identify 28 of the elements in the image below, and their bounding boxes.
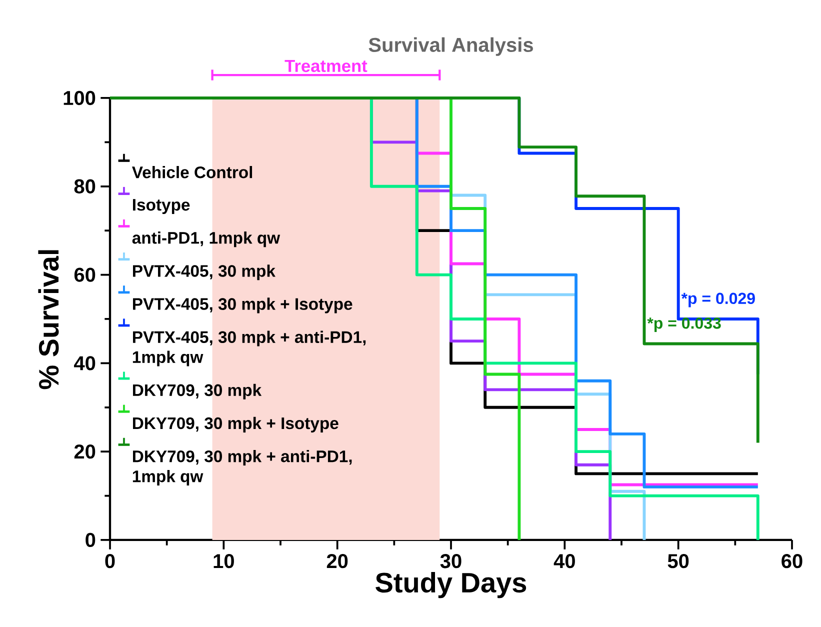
annotation: *p = 0.029 — [681, 292, 755, 308]
y-tick-label: 20 — [74, 444, 96, 459]
chart-title: Survival Analysis — [368, 37, 533, 56]
x-axis-title: Study Days — [376, 572, 526, 598]
x-tick-label: 20 — [326, 554, 348, 568]
annotation: *p = 0.033 — [647, 317, 721, 332]
y-axis-title: % Survival — [38, 250, 59, 390]
x-tick-label: 40 — [554, 554, 575, 568]
legend-label: anti-PD1, 1mpk qw — [132, 232, 280, 248]
x-tick-label: 50 — [668, 554, 689, 568]
legend-label: Isotype — [133, 199, 190, 214]
y-tick-label: 100 — [64, 90, 96, 106]
legend-label: PVTX-405, 30 mpk + Isotype — [133, 298, 352, 314]
legend-label: PVTX-405, 30 mpk + anti-PD1, 1mpk qw — [132, 330, 366, 366]
legend-label: DKY709, 30 mpk — [133, 384, 262, 400]
y-tick-label: 0 — [86, 532, 96, 548]
y-tick-label: 80 — [74, 179, 96, 194]
x-tick-label: 0 — [105, 554, 115, 568]
band-label: Treatment — [284, 60, 368, 72]
y-tick-label: 40 — [74, 356, 96, 370]
x-tick-label: 30 — [440, 554, 462, 568]
legend-label: PVTX-405, 30 mpk — [133, 264, 276, 280]
x-tick-label: 60 — [782, 554, 802, 568]
legend-label: DKY709, 30 mpk + Isotype — [133, 416, 338, 432]
legend-label: Vehicle Control — [132, 166, 252, 178]
x-tick-label: 10 — [214, 554, 234, 568]
legend-label: DKY709, 30 mpk + anti-PD1, 1mpk qw — [132, 450, 352, 486]
y-tick-label: 60 — [74, 268, 96, 282]
